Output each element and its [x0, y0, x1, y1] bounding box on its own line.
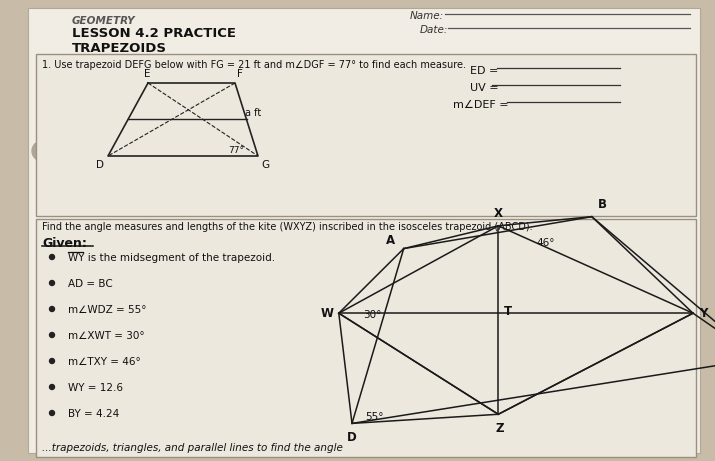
FancyBboxPatch shape: [36, 54, 696, 216]
Text: Z: Z: [495, 422, 504, 435]
Circle shape: [49, 359, 54, 364]
FancyBboxPatch shape: [28, 8, 700, 453]
Circle shape: [49, 384, 54, 390]
Text: D: D: [347, 431, 357, 444]
Text: m∠XWT = 30°: m∠XWT = 30°: [68, 331, 144, 341]
Text: WY is the midsegment of the trapezoid.: WY is the midsegment of the trapezoid.: [68, 253, 275, 263]
Text: m∠DEF =: m∠DEF =: [453, 100, 508, 110]
Text: ...trapezoids, triangles, and parallel lines to find the angle: ...trapezoids, triangles, and parallel l…: [42, 443, 343, 453]
Text: m∠TXY = 46°: m∠TXY = 46°: [68, 357, 141, 367]
Text: X: X: [493, 207, 503, 220]
Text: 1. Use trapezoid DEFG below with FG = 21 ft and m∠DGF = 77° to find each measure: 1. Use trapezoid DEFG below with FG = 21…: [42, 60, 466, 70]
Text: Find the angle measures and lengths of the kite (WXYZ) inscribed in the isoscele: Find the angle measures and lengths of t…: [42, 222, 533, 232]
Text: UV =: UV =: [470, 83, 498, 93]
Text: B: B: [598, 198, 607, 211]
Text: A: A: [385, 234, 395, 247]
Text: Name:: Name:: [410, 11, 444, 21]
Text: 46°: 46°: [537, 237, 556, 248]
Text: ED =: ED =: [470, 66, 498, 76]
Text: E: E: [144, 69, 150, 79]
Circle shape: [49, 254, 54, 260]
Text: TRAPEZOIDS: TRAPEZOIDS: [72, 42, 167, 55]
FancyBboxPatch shape: [36, 219, 696, 457]
Text: Given:: Given:: [42, 237, 87, 250]
Circle shape: [49, 280, 54, 285]
Text: D: D: [96, 160, 104, 170]
Circle shape: [49, 307, 54, 312]
Text: a ft: a ft: [245, 108, 261, 118]
Text: Y: Y: [699, 307, 707, 319]
Text: 55°: 55°: [365, 412, 384, 422]
Text: 30°: 30°: [363, 310, 381, 320]
Text: WY = 12.6: WY = 12.6: [68, 383, 123, 393]
Text: Date:: Date:: [420, 25, 448, 35]
Text: F: F: [237, 69, 243, 79]
Circle shape: [49, 332, 54, 337]
Text: m∠WDZ = 55°: m∠WDZ = 55°: [68, 305, 147, 315]
Text: G: G: [261, 160, 269, 170]
Text: W: W: [321, 307, 334, 319]
Text: T: T: [504, 305, 513, 318]
Circle shape: [49, 410, 54, 415]
Text: LESSON 4.2 PRACTICE: LESSON 4.2 PRACTICE: [72, 27, 236, 40]
Circle shape: [32, 141, 52, 161]
Text: AD = BC: AD = BC: [68, 279, 113, 289]
Text: 77°: 77°: [228, 146, 244, 155]
Text: GEOMETRY: GEOMETRY: [72, 16, 136, 26]
Text: BY = 4.24: BY = 4.24: [68, 409, 119, 419]
